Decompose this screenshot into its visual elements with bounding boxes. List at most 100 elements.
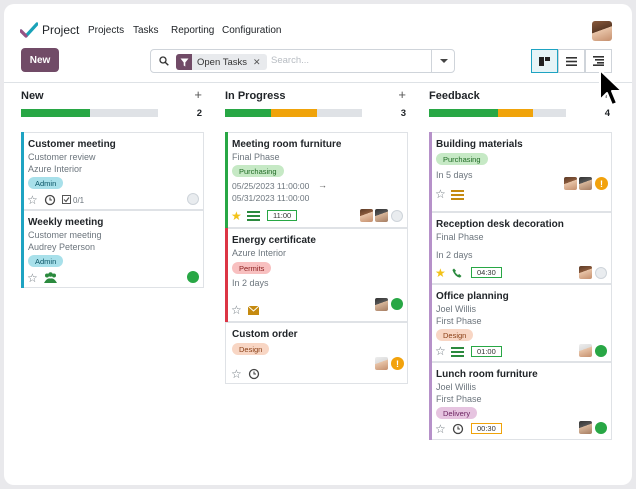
search-placeholder[interactable]: Search... — [271, 55, 310, 66]
task-card[interactable]: Weekly meeting Customer meeting Audrey P… — [21, 210, 204, 288]
planned-date-end: 05/31/2023 11:00:00 — [232, 193, 310, 203]
clock-icon[interactable] — [452, 423, 464, 435]
card-status-strip — [225, 228, 228, 322]
email-icon[interactable] — [248, 306, 259, 315]
column-add-icon[interactable]: + — [194, 87, 202, 102]
card-status-strip — [429, 284, 432, 362]
allocated-time: 01:00 — [471, 346, 502, 357]
progress-done[interactable] — [21, 109, 90, 117]
card-tag: Purchasing — [436, 153, 488, 165]
star-icon[interactable]: ☆ — [231, 303, 242, 317]
subtask-count[interactable]: 0/1 — [73, 196, 85, 205]
column-progress-bar[interactable] — [429, 109, 566, 117]
column-count: 3 — [400, 108, 406, 119]
status-dot[interactable] — [595, 345, 607, 357]
status-dot[interactable] — [595, 422, 607, 434]
card-customer: Audrey Peterson — [28, 242, 96, 252]
progress-in-progress[interactable] — [498, 109, 533, 117]
status-dot[interactable] — [187, 271, 199, 283]
search-facet[interactable]: Open Tasks ✕ — [176, 54, 267, 70]
assignee-avatar[interactable] — [375, 209, 388, 222]
task-card[interactable]: Reception desk decoration Final Phase In… — [429, 212, 612, 284]
assignee-avatar[interactable] — [564, 177, 577, 190]
menu-reporting[interactable]: Reporting — [171, 25, 215, 36]
card-status-strip — [21, 132, 24, 210]
star-icon[interactable]: ☆ — [435, 422, 446, 436]
card-tag: Admin — [28, 255, 64, 267]
task-card[interactable]: Energy certificate Azure Interior Permit… — [225, 228, 408, 322]
progress-done[interactable] — [225, 109, 271, 117]
card-tag: Purchasing — [232, 165, 284, 177]
assignee-avatar[interactable] — [579, 266, 592, 279]
column-count: 2 — [196, 108, 202, 119]
user-avatar[interactable] — [592, 21, 612, 41]
search-bar[interactable]: Open Tasks ✕ Search... — [150, 49, 455, 73]
card-status-strip — [225, 132, 228, 228]
column-add-icon[interactable]: + — [398, 87, 406, 102]
kanban-icon — [539, 56, 550, 66]
assignee-avatar[interactable] — [375, 298, 388, 311]
status-dot[interactable] — [391, 210, 403, 222]
card-project: Customer meeting — [28, 230, 102, 240]
kanban-view-button[interactable] — [531, 49, 558, 73]
star-icon[interactable]: ★ — [435, 266, 446, 280]
task-card[interactable]: Meeting room furniture Final Phase Purch… — [225, 132, 408, 228]
assignee-avatar[interactable] — [375, 357, 388, 370]
star-icon[interactable]: ☆ — [231, 367, 242, 381]
app-name[interactable]: Project — [42, 23, 80, 37]
assignee-avatar[interactable] — [360, 209, 373, 222]
menu-configuration[interactable]: Configuration — [222, 25, 282, 36]
task-card[interactable]: Office planning Joel Willis First Phase … — [429, 284, 612, 362]
activity-list-icon[interactable] — [451, 347, 464, 357]
clock-icon[interactable] — [44, 194, 56, 206]
assignee-avatar[interactable] — [579, 177, 592, 190]
card-status-strip — [429, 212, 432, 284]
star-icon[interactable]: ★ — [231, 209, 242, 223]
card-project: Final Phase — [436, 232, 484, 242]
column-progress-bar[interactable] — [21, 109, 158, 117]
search-options-toggle-icon[interactable] — [440, 59, 448, 63]
list-view-button[interactable] — [558, 49, 585, 73]
allocated-time: 04:30 — [471, 267, 502, 278]
task-card[interactable]: Customer meeting Customer review Azure I… — [21, 132, 204, 210]
column-title: New — [21, 90, 44, 102]
task-card[interactable]: Building materials Purchasing In 5 days … — [429, 132, 612, 212]
top-navbar: Project Projects Tasks Reporting Configu… — [4, 4, 632, 42]
new-button[interactable]: New — [21, 48, 59, 72]
phone-icon[interactable] — [452, 268, 462, 278]
status-dot[interactable] — [595, 267, 607, 279]
facet-remove-icon[interactable]: ✕ — [253, 56, 261, 67]
menu-tasks[interactable]: Tasks — [133, 25, 159, 36]
clock-icon[interactable] — [248, 368, 260, 380]
warning-icon[interactable]: ! — [595, 177, 608, 190]
project-logo-icon[interactable] — [20, 22, 38, 40]
activity-list-icon[interactable] — [247, 211, 260, 221]
progress-in-progress[interactable] — [271, 109, 317, 117]
card-title: Weekly meeting — [28, 217, 104, 228]
task-card[interactable]: Custom order Design ☆ ! — [225, 322, 408, 384]
card-project: Final Phase — [232, 152, 280, 162]
planned-date-start: 05/25/2023 11:00:00 — [232, 181, 310, 191]
card-customer: Azure Interior — [232, 248, 287, 258]
star-icon[interactable]: ☆ — [27, 271, 38, 285]
column-count: 4 — [604, 108, 610, 119]
list-icon — [566, 56, 577, 66]
star-icon[interactable]: ☆ — [435, 344, 446, 358]
warning-icon[interactable]: ! — [391, 357, 404, 370]
progress-done[interactable] — [429, 109, 498, 117]
star-icon[interactable]: ☆ — [435, 187, 446, 201]
card-title: Customer meeting — [28, 139, 116, 150]
assignee-avatar[interactable] — [579, 421, 592, 434]
activity-list-icon[interactable] — [451, 190, 464, 200]
status-dot[interactable] — [187, 193, 199, 205]
column-progress-bar[interactable] — [225, 109, 362, 117]
star-icon[interactable]: ☆ — [27, 193, 38, 207]
menu-projects[interactable]: Projects — [88, 25, 125, 36]
meeting-icon[interactable] — [44, 272, 57, 284]
status-dot[interactable] — [391, 298, 403, 310]
task-card[interactable]: Lunch room furniture Joel Willis First P… — [429, 362, 612, 440]
assignee-avatar[interactable] — [579, 344, 592, 357]
card-project: Customer review — [28, 152, 96, 162]
activity-view-button[interactable] — [585, 49, 612, 73]
card-tag: Design — [232, 343, 270, 355]
